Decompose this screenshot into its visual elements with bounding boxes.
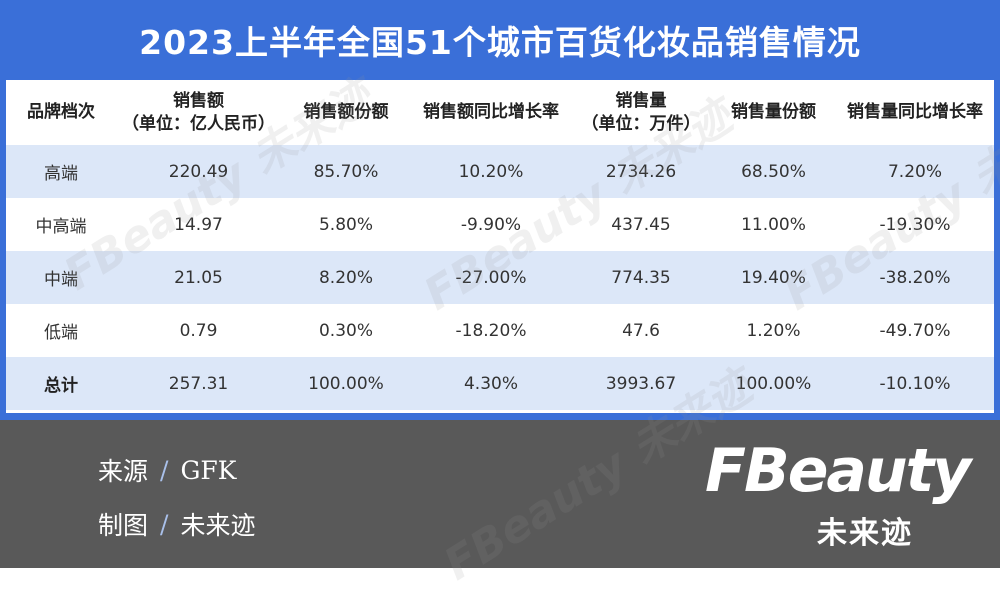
brand-logo: FBeauty 未来迹 (705, 436, 971, 561)
sales-value-cell: 0.79 (116, 304, 281, 357)
maker-label: 制图 (98, 511, 149, 540)
sales-value-share-cell: 85.70% (281, 145, 411, 198)
maker-separator: / (160, 509, 169, 539)
tier-cell: 中端 (6, 251, 116, 304)
logo-subtitle: 未来迹 (817, 516, 913, 551)
sales-volume-cell: 3993.67 (571, 357, 711, 410)
sales-volume-cell: 47.6 (571, 304, 711, 357)
sales-volume-cell: 774.35 (571, 251, 711, 304)
table-row: 低端 0.79 0.30% -18.20% 47.6 1.20% -49.70% (6, 304, 994, 357)
sales-value-growth-cell: 10.20% (411, 145, 571, 198)
table-header-row: 品牌档次 销售额 （单位：亿人民币） 销售额份额 销售额同比增长率 (6, 80, 994, 145)
sales-value-growth-cell: 4.30% (411, 357, 571, 410)
sales-volume-share-cell: 19.40% (711, 251, 836, 304)
sales-volume-cell: 2734.26 (571, 145, 711, 198)
sales-value-cell: 14.97 (116, 198, 281, 251)
sales-volume-growth-cell: 7.20% (836, 145, 994, 198)
sales-table: 品牌档次 销售额 （单位：亿人民币） 销售额份额 销售额同比增长率 (6, 80, 994, 410)
sales-value-cell: 21.05 (116, 251, 281, 304)
source-separator: / (160, 455, 169, 485)
source-value: GFK (180, 455, 237, 485)
column-header-tier: 品牌档次 (27, 102, 95, 122)
sales-value-growth-cell: -18.20% (411, 304, 571, 357)
tier-cell: 低端 (6, 304, 116, 357)
column-header-sales-value-share: 销售额份额 (303, 102, 389, 122)
table-row: 高端 220.49 85.70% 10.20% 2734.26 68.50% 7.20% (6, 145, 994, 198)
tier-cell: 高端 (6, 145, 116, 198)
sales-volume-growth-cell: -10.10% (836, 357, 994, 410)
column-header-sales-volume-share: 销售量份额 (731, 102, 816, 122)
sales-value-cell: 220.49 (116, 145, 281, 198)
column-header-sales-volume-growth: 销售量同比增长率 (847, 102, 983, 122)
sales-volume-cell: 437.45 (571, 198, 711, 251)
column-header-sales-value: 销售额 （单位：亿人民币） (122, 90, 275, 134)
logo-wordmark: FBeauty (705, 436, 971, 506)
table-frame: 品牌档次 销售额 （单位：亿人民币） 销售额份额 销售额同比增长率 (0, 80, 1000, 420)
sales-value-share-cell: 0.30% (281, 304, 411, 357)
table-row: 中端 21.05 8.20% -27.00% 774.35 19.40% -38.20% (6, 251, 994, 304)
maker-credit: 制图 / 未来迹 (98, 504, 255, 544)
tier-cell: 中高端 (6, 198, 116, 251)
sales-volume-share-cell: 11.00% (711, 198, 836, 251)
sales-value-growth-cell: -9.90% (411, 198, 571, 251)
maker-value: 未来迹 (180, 511, 256, 540)
sales-volume-growth-cell: -49.70% (836, 304, 994, 357)
sales-value-share-cell: 100.00% (281, 357, 411, 410)
sales-volume-share-cell: 1.20% (711, 304, 836, 357)
sales-volume-share-cell: 100.00% (711, 357, 836, 410)
title-bar: 2023上半年全国51个城市百货化妆品销售情况 (0, 0, 1000, 80)
sales-value-growth-cell: -27.00% (411, 251, 571, 304)
table-row: 中高端 14.97 5.80% -9.90% 437.45 11.00% -19.30% (6, 198, 994, 251)
table-body: 高端 220.49 85.70% 10.20% 2734.26 68.50% 7.20% 中高… (6, 145, 994, 410)
tier-cell: 总计 (6, 357, 116, 410)
column-header-sales-volume: 销售量 （单位：万件） (581, 90, 701, 134)
page-title: 2023上半年全国51个城市百货化妆品销售情况 (139, 23, 861, 62)
sales-volume-growth-cell: -38.20% (836, 251, 994, 304)
sales-value-share-cell: 8.20% (281, 251, 411, 304)
sales-value-share-cell: 5.80% (281, 198, 411, 251)
source-credit: 来源 / GFK (98, 450, 236, 490)
footer: 来源 / GFK 制图 / 未来迹 FBeauty 未来迹 (0, 420, 1000, 568)
sales-value-cell: 257.31 (116, 357, 281, 410)
source-label: 来源 (98, 457, 149, 486)
column-header-sales-value-growth: 销售额同比增长率 (423, 102, 559, 122)
table-container: 品牌档次 销售额 （单位：亿人民币） 销售额份额 销售额同比增长率 (6, 80, 994, 413)
sales-volume-share-cell: 68.50% (711, 145, 836, 198)
table-row: 总计 257.31 100.00% 4.30% 3993.67 100.00% -10.10… (6, 357, 994, 410)
sales-volume-growth-cell: -19.30% (836, 198, 994, 251)
